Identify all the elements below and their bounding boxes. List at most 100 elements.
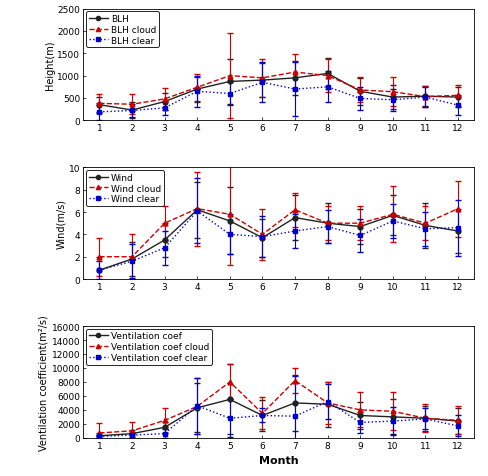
BLH (162, 99, 167, 105)
Ventilation coef cloud (357, 407, 363, 413)
BLH (129, 108, 135, 114)
Line: BLH: BLH (97, 72, 460, 113)
Wind cloud (324, 221, 330, 227)
Wind clear (291, 228, 297, 234)
BLH (454, 95, 460, 101)
BLH clear (422, 95, 427, 101)
Wind clear (454, 225, 460, 231)
Y-axis label: Height(m): Height(m) (44, 40, 55, 90)
BLH (422, 94, 427, 100)
BLH (226, 79, 232, 85)
BLH cloud (324, 74, 330, 79)
Ventilation coef clear (259, 413, 265, 418)
BLH cloud (194, 85, 200, 91)
Wind (357, 224, 363, 230)
Y-axis label: Ventilation coefficient(m²/s): Ventilation coefficient(m²/s) (39, 315, 49, 450)
Ventilation coef cloud (422, 416, 427, 421)
Ventilation coef clear (389, 418, 395, 424)
Line: Wind: Wind (97, 208, 460, 273)
Ventilation coef (259, 413, 265, 418)
BLH clear (259, 80, 265, 86)
Y-axis label: Wind(m/s): Wind(m/s) (56, 199, 66, 248)
Wind cloud (129, 254, 135, 260)
BLH clear (129, 109, 135, 114)
Wind cloud (194, 207, 200, 212)
Wind clear (389, 218, 395, 224)
BLH cloud (259, 76, 265, 81)
Wind (324, 221, 330, 227)
Ventilation coef (389, 414, 395, 420)
Ventilation coef cloud (129, 428, 135, 434)
BLH (96, 103, 102, 109)
BLH clear (96, 110, 102, 116)
Wind (389, 213, 395, 219)
BLH cloud (422, 95, 427, 100)
Wind cloud (96, 254, 102, 260)
BLH clear (389, 98, 395, 103)
Wind (96, 268, 102, 273)
Line: Ventilation coef: Ventilation coef (97, 397, 460, 438)
Ventilation coef (291, 400, 297, 406)
Ventilation coef (324, 402, 330, 407)
X-axis label: Month: Month (258, 455, 298, 465)
BLH cloud (291, 70, 297, 76)
BLH (194, 87, 200, 93)
Ventilation coef cloud (194, 404, 200, 409)
Ventilation coef (96, 433, 102, 439)
Wind (162, 238, 167, 243)
Ventilation coef cloud (259, 411, 265, 416)
Wind clear (422, 227, 427, 232)
Wind clear (259, 234, 265, 240)
Ventilation coef clear (96, 434, 102, 439)
Ventilation coef clear (226, 416, 232, 421)
BLH clear (162, 106, 167, 111)
Ventilation coef clear (162, 431, 167, 436)
Line: Wind cloud: Wind cloud (97, 207, 460, 259)
Wind (129, 257, 135, 262)
Legend: Wind, Wind cloud, Wind clear: Wind, Wind cloud, Wind clear (86, 170, 164, 207)
Ventilation coef cloud (389, 408, 395, 414)
BLH cloud (454, 93, 460, 99)
Ventilation coef clear (129, 432, 135, 438)
BLH (291, 76, 297, 81)
Wind clear (324, 224, 330, 230)
BLH clear (324, 85, 330, 90)
Ventilation coef cloud (96, 430, 102, 436)
BLH (389, 95, 395, 101)
Wind (454, 228, 460, 234)
BLH cloud (162, 97, 167, 102)
Wind (291, 215, 297, 221)
BLH clear (454, 103, 460, 109)
Wind cloud (162, 221, 167, 227)
Ventilation coef (357, 413, 363, 418)
Wind clear (357, 233, 363, 239)
BLH (324, 71, 330, 77)
Ventilation coef clear (357, 420, 363, 426)
Wind cloud (226, 212, 232, 218)
BLH cloud (357, 88, 363, 94)
Ventilation coef clear (454, 423, 460, 429)
Ventilation coef cloud (162, 417, 167, 423)
Ventilation coef (226, 397, 232, 402)
Wind (259, 235, 265, 241)
Ventilation coef (129, 431, 135, 436)
Ventilation coef clear (291, 414, 297, 419)
Wind (226, 218, 232, 224)
Legend: Ventilation coef, Ventilation coef cloud, Ventilation coef clear: Ventilation coef, Ventilation coef cloud… (86, 329, 212, 365)
Wind cloud (422, 221, 427, 227)
Ventilation coef (454, 418, 460, 424)
Ventilation coef (422, 416, 427, 421)
Wind clear (96, 268, 102, 273)
Wind (194, 208, 200, 213)
Wind clear (162, 246, 167, 251)
Wind clear (226, 232, 232, 238)
Ventilation coef clear (194, 403, 200, 409)
BLH cloud (129, 102, 135, 108)
Ventilation coef clear (422, 416, 427, 422)
Line: Ventilation coef clear: Ventilation coef clear (97, 399, 460, 439)
BLH cloud (389, 89, 395, 95)
BLH clear (226, 91, 232, 97)
BLH clear (357, 96, 363, 102)
Wind cloud (454, 207, 460, 212)
BLH cloud (96, 101, 102, 107)
